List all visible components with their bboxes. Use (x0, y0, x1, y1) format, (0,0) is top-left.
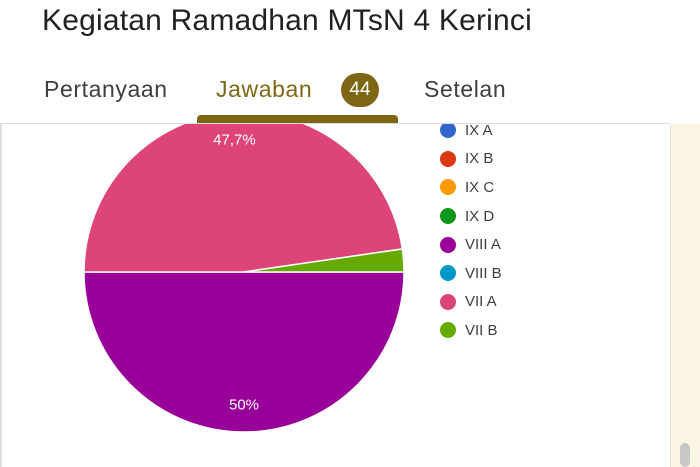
tab-settings[interactable]: Setelan (424, 76, 507, 102)
legend-item: VIII B (440, 259, 502, 288)
pie-slice-vii-b (243, 248, 405, 273)
pie-slice-viii-a (83, 271, 405, 433)
response-count-badge: 44 (341, 73, 379, 107)
slice-label-vii-a: 47,7% (213, 131, 256, 149)
legend-item: VIII A (440, 230, 502, 259)
legend-swatch (440, 236, 456, 253)
legend-label: IX A (465, 124, 493, 139)
legend-item: VII A (440, 288, 502, 317)
tab-responses[interactable]: Jawaban (216, 76, 313, 102)
legend-item: IX A (440, 124, 502, 145)
legend-item: IX D (440, 202, 502, 231)
pie-chart (83, 124, 405, 433)
response-summary-card: 50% 47,7% IX A IX B IX C IX D VIII A VIII B VII… (0, 124, 670, 467)
legend-swatch (440, 124, 456, 139)
form-title: Kegiatan Ramadhan MTsN 4 Kerinci (42, 4, 532, 37)
legend-item: IX B (440, 145, 502, 174)
legend-swatch (440, 208, 456, 225)
active-tab-indicator (197, 115, 398, 123)
legend-label: VII A (465, 293, 497, 311)
legend-item: VII B (440, 316, 502, 345)
chart-legend: IX A IX B IX C IX D VIII A VIII B VII A VII B (440, 124, 502, 345)
card-left-edge (0, 124, 2, 467)
legend-swatch (440, 179, 456, 196)
legend-swatch (440, 293, 456, 310)
legend-item: IX C (440, 173, 502, 202)
legend-label: VII B (465, 321, 498, 339)
legend-label: IX C (465, 178, 495, 196)
slice-label-viii-a: 50% (228, 396, 260, 414)
legend-swatch (440, 265, 456, 282)
pie-slice-vii-a (83, 124, 404, 273)
page-background-strip (670, 124, 700, 467)
legend-label: IX D (465, 207, 495, 225)
legend-label: VIII A (465, 236, 501, 254)
legend-swatch (440, 150, 456, 167)
legend-swatch (440, 322, 456, 339)
tabs-divider (0, 123, 670, 124)
legend-label: IX B (465, 150, 494, 168)
tab-bar: Pertanyaan Jawaban 44 Setelan (0, 62, 700, 124)
tab-questions[interactable]: Pertanyaan (44, 76, 168, 102)
scrollbar-thumb[interactable] (680, 443, 690, 467)
legend-label: VIII B (465, 264, 502, 282)
